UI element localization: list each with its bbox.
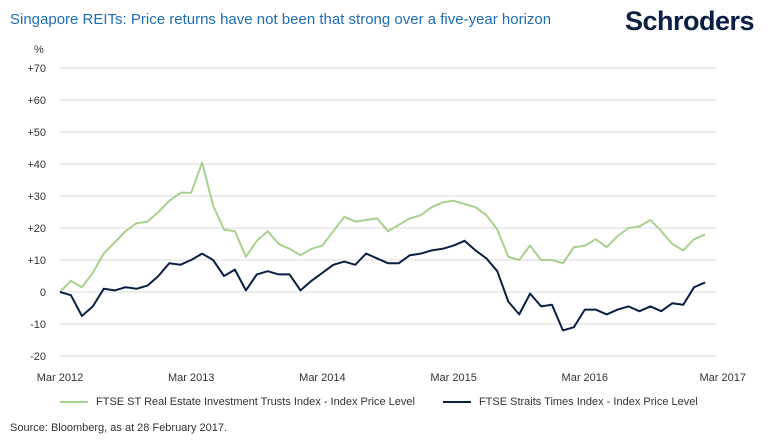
- legend-label-sti: FTSE Straits Times Index - Index Price L…: [478, 396, 698, 408]
- y-tick-label: -10: [30, 319, 46, 331]
- legend-label-reits: FTSE ST Real Estate Investment Trusts In…: [96, 396, 415, 408]
- gridlines: [60, 67, 716, 357]
- y-tick-label: +60: [27, 95, 46, 107]
- x-tick-label: Mar 2015: [430, 372, 476, 384]
- legend-swatch-sti: [442, 401, 471, 403]
- legend-swatch-reits: [60, 401, 88, 403]
- y-tick-label: +40: [27, 159, 46, 171]
- line-chart: % +70+60+50+40+30+20+100-10-20 Mar 2012 M…: [27, 44, 746, 384]
- brand-logo: Schroders: [624, 6, 755, 36]
- y-axis-unit: %: [34, 44, 44, 56]
- chart-title: Singapore REITs: Price returns have not …: [10, 11, 552, 28]
- y-tick-label: +30: [27, 191, 46, 203]
- legend-item-reits: FTSE ST Real Estate Investment Trusts In…: [60, 396, 415, 408]
- y-tick-label: +70: [27, 63, 46, 75]
- x-tick-label: Mar 2013: [168, 372, 214, 384]
- series-line-sti: [59, 239, 706, 332]
- x-axis-ticks: Mar 2012 Mar 2013 Mar 2014 Mar 2015 Mar 2016…: [37, 372, 746, 384]
- y-tick-label: -20: [30, 351, 46, 363]
- legend-item-sti: FTSE Straits Times Index - Index Price L…: [442, 396, 698, 408]
- y-tick-label: 0: [40, 287, 46, 299]
- series-line-reits: [59, 161, 706, 293]
- legend: FTSE ST Real Estate Investment Trusts In…: [60, 396, 698, 408]
- x-tick-label: Mar 2012: [37, 372, 83, 384]
- y-tick-label: +10: [27, 255, 46, 267]
- x-tick-label: Mar 2017: [700, 372, 746, 384]
- x-tick-label: Mar 2014: [299, 372, 345, 384]
- y-tick-label: +20: [27, 223, 46, 235]
- y-axis-ticks: +70 +60 +50 +40 +30 +20 +10 0 -10 -20: [27, 63, 46, 363]
- series-lines: [59, 161, 706, 332]
- x-tick-label: Mar 2016: [562, 372, 608, 384]
- y-tick-label: +50: [27, 127, 46, 139]
- source-note: Source: Bloomberg, as at 28 February 201…: [10, 422, 228, 434]
